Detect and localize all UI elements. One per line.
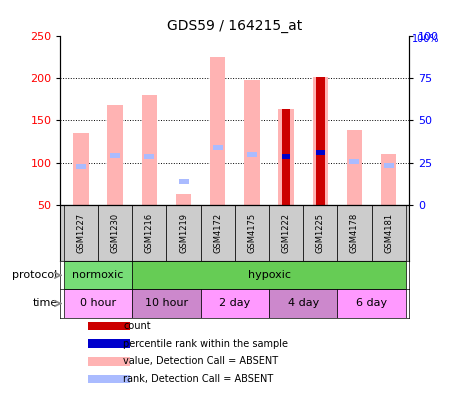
Bar bbox=[350, 159, 359, 164]
Bar bbox=[142, 95, 157, 205]
Text: 0 hour: 0 hour bbox=[80, 299, 116, 308]
Bar bbox=[235, 205, 269, 261]
Text: GSM1222: GSM1222 bbox=[282, 213, 291, 253]
Bar bbox=[338, 205, 372, 261]
Text: GSM1216: GSM1216 bbox=[145, 213, 154, 253]
Bar bbox=[312, 77, 328, 205]
Bar bbox=[144, 154, 154, 159]
Bar bbox=[213, 145, 223, 150]
Bar bbox=[64, 205, 98, 261]
Bar bbox=[88, 322, 130, 330]
Text: 10 hour: 10 hour bbox=[145, 299, 188, 308]
Bar bbox=[347, 130, 362, 205]
Bar bbox=[88, 357, 130, 366]
Bar bbox=[372, 205, 406, 261]
Text: GSM4175: GSM4175 bbox=[247, 213, 256, 253]
Text: GSM4181: GSM4181 bbox=[384, 213, 393, 253]
Bar bbox=[132, 289, 200, 318]
Text: time: time bbox=[33, 299, 58, 308]
Bar bbox=[200, 289, 269, 318]
Bar bbox=[76, 164, 86, 169]
Bar bbox=[303, 205, 338, 261]
Bar bbox=[282, 154, 290, 159]
Bar bbox=[88, 339, 130, 348]
Bar bbox=[244, 80, 259, 205]
Text: hypoxic: hypoxic bbox=[247, 270, 291, 280]
Bar bbox=[269, 289, 338, 318]
Text: GSM1225: GSM1225 bbox=[316, 213, 325, 253]
Title: GDS59 / 164215_at: GDS59 / 164215_at bbox=[167, 19, 302, 33]
Bar bbox=[200, 205, 235, 261]
Bar bbox=[107, 105, 123, 205]
Bar bbox=[88, 375, 130, 383]
Bar bbox=[166, 205, 200, 261]
Bar bbox=[381, 154, 396, 205]
Bar bbox=[64, 289, 132, 318]
Text: GSM4172: GSM4172 bbox=[213, 213, 222, 253]
Text: percentile rank within the sample: percentile rank within the sample bbox=[123, 339, 288, 348]
Bar bbox=[176, 194, 191, 205]
Text: GSM1227: GSM1227 bbox=[76, 213, 86, 253]
Bar bbox=[98, 205, 132, 261]
Text: GSM4178: GSM4178 bbox=[350, 213, 359, 253]
Bar bbox=[384, 164, 394, 168]
Bar bbox=[179, 179, 188, 184]
Text: 2 day: 2 day bbox=[219, 299, 251, 308]
Bar bbox=[132, 261, 406, 289]
Bar bbox=[210, 57, 226, 205]
Text: normoxic: normoxic bbox=[73, 270, 124, 280]
Bar bbox=[247, 152, 257, 156]
Bar bbox=[110, 153, 120, 158]
Bar bbox=[279, 109, 294, 205]
Bar bbox=[338, 289, 406, 318]
Bar bbox=[132, 205, 166, 261]
Text: 100%: 100% bbox=[412, 34, 439, 44]
Bar bbox=[73, 133, 89, 205]
Text: protocol: protocol bbox=[13, 270, 58, 280]
Text: rank, Detection Call = ABSENT: rank, Detection Call = ABSENT bbox=[123, 374, 273, 384]
Text: 4 day: 4 day bbox=[287, 299, 319, 308]
Text: 6 day: 6 day bbox=[356, 299, 387, 308]
Text: value, Detection Call = ABSENT: value, Detection Call = ABSENT bbox=[123, 356, 279, 366]
Bar bbox=[64, 261, 132, 289]
Text: count: count bbox=[123, 321, 151, 331]
Text: GSM1219: GSM1219 bbox=[179, 213, 188, 253]
Text: GSM1230: GSM1230 bbox=[111, 213, 120, 253]
Bar bbox=[316, 150, 325, 155]
Bar bbox=[316, 77, 325, 205]
Bar bbox=[269, 205, 303, 261]
Bar bbox=[282, 109, 290, 205]
